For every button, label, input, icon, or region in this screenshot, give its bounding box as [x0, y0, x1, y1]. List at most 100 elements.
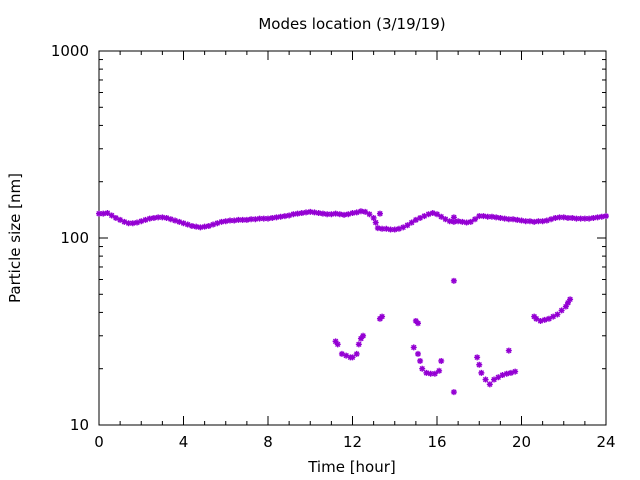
- point-marker: [562, 303, 569, 310]
- data-point: [564, 299, 571, 306]
- data-point: [594, 214, 601, 221]
- point-marker: [581, 215, 588, 222]
- data-point: [231, 217, 238, 224]
- point-marker: [235, 216, 242, 223]
- point-marker: [336, 211, 343, 218]
- point-marker: [514, 216, 521, 223]
- point-marker: [554, 311, 561, 318]
- point-marker: [96, 210, 102, 217]
- point-marker: [598, 213, 605, 220]
- data-point: [438, 213, 445, 220]
- data-point: [328, 211, 335, 218]
- point-marker: [419, 365, 426, 372]
- data-point: [311, 209, 318, 216]
- data-point: [412, 317, 419, 324]
- point-marker: [286, 212, 293, 219]
- point-marker: [362, 208, 369, 215]
- data-point: [376, 210, 383, 217]
- data-point: [277, 213, 284, 220]
- point-marker: [535, 218, 542, 225]
- point-marker: [537, 317, 544, 324]
- point-marker: [412, 317, 419, 324]
- point-marker: [476, 213, 483, 220]
- point-marker: [446, 218, 453, 225]
- data-point: [442, 216, 449, 223]
- data-point: [391, 226, 398, 233]
- point-marker: [104, 210, 111, 217]
- point-marker: [603, 213, 609, 220]
- data-point: [146, 215, 153, 222]
- data-point: [180, 220, 187, 227]
- point-marker: [436, 367, 443, 374]
- point-marker: [138, 218, 145, 225]
- data-point: [476, 213, 483, 220]
- data-point: [503, 370, 510, 377]
- point-marker: [298, 210, 305, 217]
- data-point: [417, 214, 424, 221]
- point-marker: [442, 216, 449, 223]
- chart-title: Modes location (3/19/19): [258, 15, 445, 33]
- data-point: [235, 216, 242, 223]
- point-marker: [480, 213, 487, 220]
- point-marker: [273, 214, 280, 221]
- x-tick-label: 24: [596, 433, 615, 451]
- data-point: [510, 216, 517, 223]
- point-marker: [332, 338, 339, 345]
- data-point: [214, 220, 221, 227]
- point-marker: [543, 217, 550, 224]
- data-point: [112, 214, 119, 221]
- point-marker: [360, 332, 367, 339]
- point-marker: [408, 219, 415, 226]
- data-point: [539, 218, 546, 225]
- data-point: [252, 216, 259, 223]
- point-marker: [594, 214, 601, 221]
- data-point: [590, 214, 597, 221]
- data-point: [121, 218, 128, 225]
- point-marker: [180, 220, 187, 227]
- data-point: [201, 223, 208, 230]
- point-marker: [324, 211, 331, 218]
- point-marker: [231, 217, 238, 224]
- data-point: [260, 215, 267, 222]
- point-marker: [197, 224, 204, 231]
- data-point: [96, 210, 102, 217]
- data-point: [550, 313, 557, 320]
- data-point: [476, 361, 483, 368]
- data-point: [372, 219, 379, 226]
- point-marker: [239, 216, 246, 223]
- data-point: [493, 214, 500, 221]
- data-point: [505, 347, 512, 354]
- data-point: [298, 210, 305, 217]
- point-marker: [332, 210, 339, 217]
- point-marker: [577, 215, 584, 222]
- y-tick-label: 100: [60, 229, 89, 247]
- data-point: [459, 218, 466, 225]
- point-marker: [414, 350, 421, 357]
- point-marker: [243, 216, 250, 223]
- data-point: [239, 216, 246, 223]
- data-point: [450, 214, 457, 221]
- point-marker: [438, 357, 445, 364]
- point-marker: [431, 370, 438, 377]
- data-point: [281, 213, 288, 220]
- data-point: [423, 369, 430, 376]
- point-marker: [404, 222, 411, 229]
- data-point: [374, 225, 381, 232]
- data-point: [431, 370, 438, 377]
- point-marker: [518, 217, 525, 224]
- data-point: [484, 213, 491, 220]
- point-marker: [218, 218, 225, 225]
- data-point: [286, 212, 293, 219]
- point-marker: [383, 225, 390, 232]
- data-point: [360, 332, 367, 339]
- point-marker: [319, 210, 326, 217]
- point-marker: [556, 214, 563, 221]
- data-point: [243, 216, 250, 223]
- point-marker: [484, 213, 491, 220]
- point-marker: [290, 211, 297, 218]
- data-point: [104, 210, 111, 217]
- point-marker: [201, 223, 208, 230]
- point-marker: [349, 354, 356, 361]
- data-point: [383, 225, 390, 232]
- point-marker: [343, 352, 350, 359]
